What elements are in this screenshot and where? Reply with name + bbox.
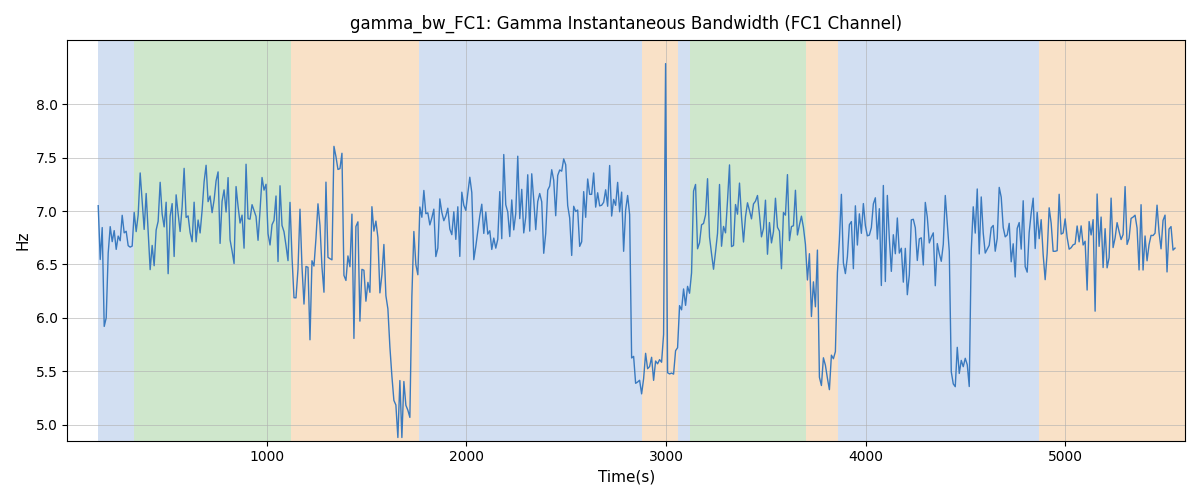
Y-axis label: Hz: Hz [16, 230, 30, 250]
Bar [690, 40, 805, 440]
Bar [419, 40, 642, 440]
Bar [805, 40, 838, 440]
Bar [98, 40, 134, 440]
Bar [642, 40, 678, 440]
Bar [838, 40, 1039, 440]
Bar [290, 40, 419, 440]
X-axis label: Time(s): Time(s) [598, 470, 655, 485]
Bar [1039, 40, 1186, 440]
Bar [67, 40, 98, 440]
Title: gamma_bw_FC1: Gamma Instantaneous Bandwidth (FC1 Channel): gamma_bw_FC1: Gamma Instantaneous Bandwi… [350, 15, 902, 34]
Bar [134, 40, 290, 440]
Bar [678, 40, 690, 440]
